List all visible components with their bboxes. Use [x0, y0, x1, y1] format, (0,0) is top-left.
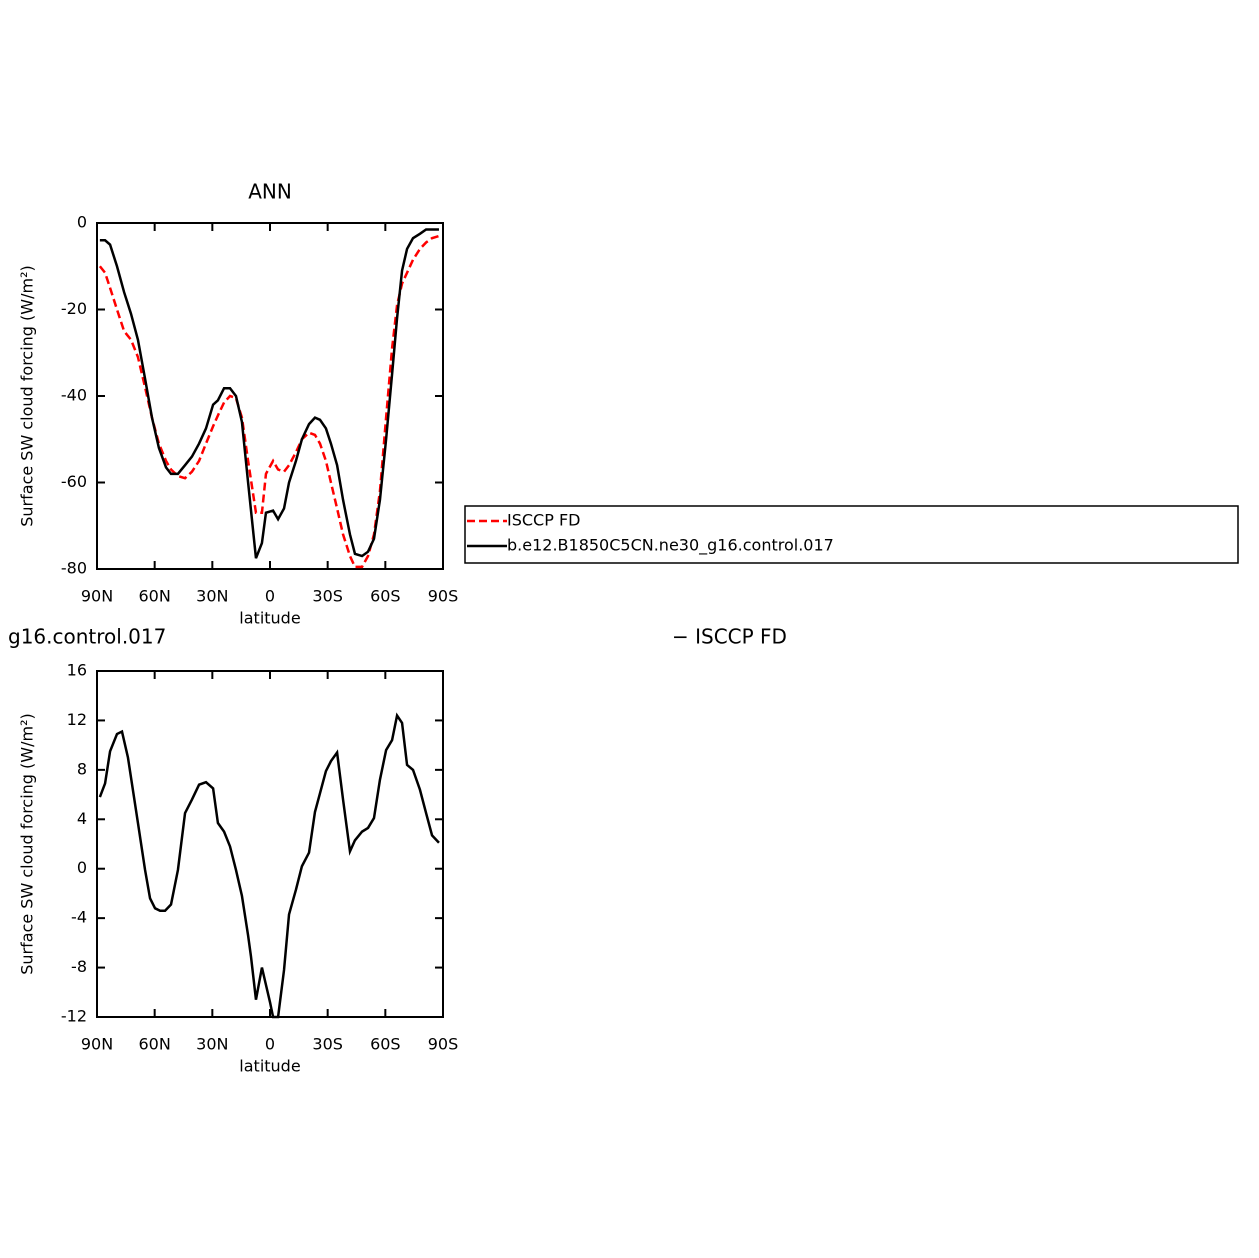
y-tick-label: 16 — [67, 661, 87, 680]
y-tick-label: -8 — [71, 957, 87, 976]
x-axis-label: latitude — [239, 1057, 300, 1076]
y-tick-label: -40 — [61, 386, 87, 405]
chart-title-right: − ISCCP FD — [672, 625, 787, 649]
x-tick-label: 90N — [81, 1035, 113, 1054]
y-tick-label: 8 — [77, 759, 87, 778]
x-tick-label: 60N — [139, 1035, 171, 1054]
x-tick-label: 0 — [265, 1035, 275, 1054]
y-tick-label: 0 — [77, 213, 87, 232]
chart-title: ANN — [248, 180, 292, 204]
data-line — [98, 234, 440, 569]
plot: 16 12 8 4 0 -4 -8 -12 90N 60N 30N 0 30S 60S 90S latitud… — [8, 625, 787, 1076]
legend-box — [464, 505, 1239, 564]
legend-label: b.e12.B1850C5CN.ne30_g16.control.017 — [507, 536, 834, 556]
y-tick-label: 0 — [77, 858, 87, 877]
y-axis-label: Surface SW cloud forcing (W/m²) — [18, 713, 37, 974]
chart-title-left: g16.control.017 — [8, 625, 166, 649]
data-line — [99, 228, 439, 559]
x-tick-label: 60S — [370, 1035, 401, 1054]
x-tick-label: 60N — [139, 587, 171, 606]
y-axis-label: Surface SW cloud forcing (W/m²) — [18, 265, 37, 526]
x-tick-label: 30N — [196, 1035, 228, 1054]
y-tick-label: -20 — [61, 299, 87, 318]
y-tick-label: -80 — [61, 559, 87, 578]
plot-frame — [96, 670, 444, 1018]
y-tick-label: 12 — [67, 710, 87, 729]
data-line — [98, 712, 440, 1019]
legend: ISCCP FD b.e12.B1850C5CN.ne30_g16.control… — [464, 505, 1239, 564]
y-tick-label: -12 — [61, 1007, 87, 1026]
legend-label: ISCCP FD — [507, 511, 580, 530]
x-tick-label: 90S — [428, 1035, 459, 1054]
x-tick-label: 30N — [196, 587, 228, 606]
y-tick-label: 4 — [77, 809, 87, 828]
x-tick-label: 60S — [370, 587, 401, 606]
x-tick-label: 30S — [312, 1035, 343, 1054]
x-tick-label: 0 — [265, 587, 275, 606]
plot: 0 -20 -40 -60 -80 90N 60N 30N 0 30S 60S 90S latitude… — [18, 180, 459, 628]
x-axis-label: latitude — [239, 609, 300, 628]
x-tick-label: 90S — [428, 587, 459, 606]
y-tick-label: -60 — [61, 472, 87, 491]
y-tick-label: -4 — [71, 908, 87, 927]
x-tick-label: 90N — [81, 587, 113, 606]
x-tick-label: 30S — [312, 587, 343, 606]
